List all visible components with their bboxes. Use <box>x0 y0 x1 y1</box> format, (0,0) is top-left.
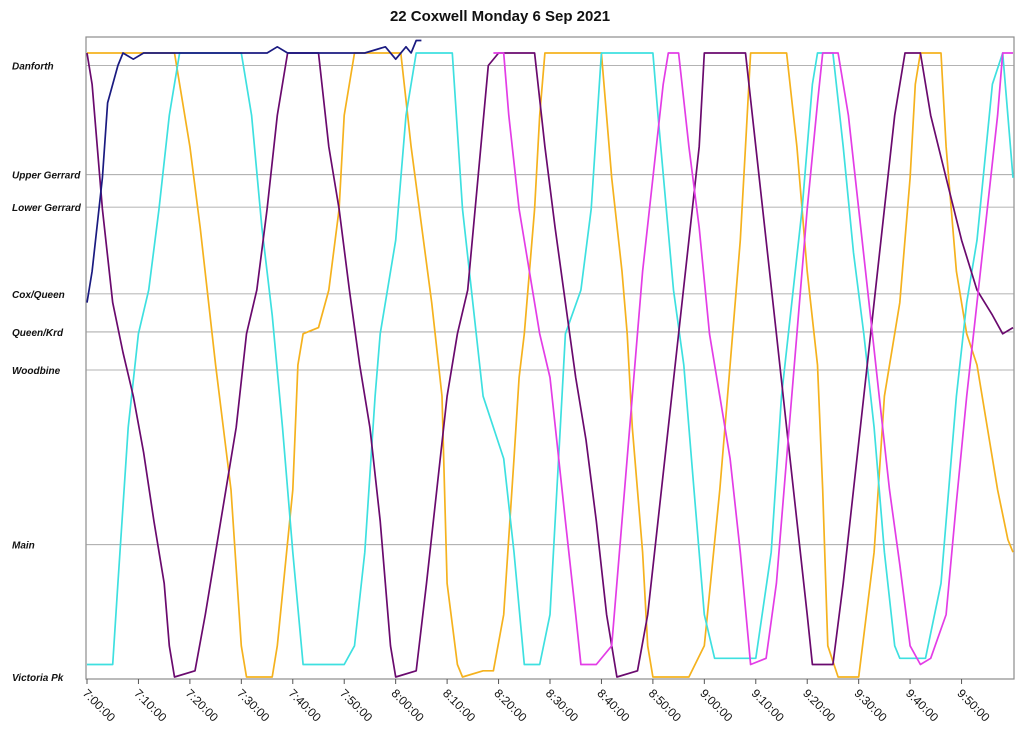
x-tick-label: 7:30:00 <box>234 686 272 724</box>
x-tick-label: 9:40:00 <box>903 686 941 724</box>
x-tick-label: 9:30:00 <box>852 686 890 724</box>
x-axis-labels: 7:00:00 7:10:00 7:20:00 7:30:00 7:40:00 7:50:… <box>80 686 993 724</box>
vehicle-trace-4 <box>493 52 1013 666</box>
x-tick-label: 7:10:00 <box>131 686 169 724</box>
x-tick-label: 7:20:00 <box>183 686 221 724</box>
stop-label: Cox/Queen <box>12 290 65 301</box>
stop-label: Queen/Krd <box>12 328 64 339</box>
x-tick-label: 7:40:00 <box>286 686 324 724</box>
x-tick-label: 8:30:00 <box>543 686 581 724</box>
x-tick-label: 9:10:00 <box>749 686 787 724</box>
stop-label: Lower Gerrard <box>12 203 82 214</box>
stop-gridlines <box>86 65 1014 546</box>
x-tick-label: 8:20:00 <box>491 686 529 724</box>
x-tick-label: 9:20:00 <box>800 686 838 724</box>
stop-label: Danforth <box>12 61 54 72</box>
stop-labels: Danforth Upper Gerrard Lower Gerrard Cox/Qu… <box>12 61 82 684</box>
vehicle-trace-1 <box>87 52 1014 678</box>
x-tick-label: 8:50:00 <box>646 686 684 724</box>
stop-label: Woodbine <box>12 366 61 377</box>
vehicle-trace-2 <box>87 52 1014 666</box>
stop-label: Upper Gerrard <box>12 171 81 182</box>
x-tick-label: 9:00:00 <box>697 686 735 724</box>
x-tick-label: 9:50:00 <box>954 686 992 724</box>
stop-label: Victoria Pk <box>12 673 64 684</box>
chart-title: 22 Coxwell Monday 6 Sep 2021 <box>390 8 610 25</box>
stop-label: Main <box>12 541 35 552</box>
vehicle-traces <box>86 39 1014 678</box>
x-tick-label: 8:10:00 <box>440 686 478 724</box>
x-tick-label: 8:00:00 <box>389 686 427 724</box>
x-tick-label: 7:00:00 <box>80 686 118 724</box>
x-axis-ticks <box>86 679 963 684</box>
x-tick-label: 7:50:00 <box>337 686 375 724</box>
vehicle-trace-5 <box>86 39 422 303</box>
x-tick-label: 8:40:00 <box>594 686 632 724</box>
vehicle-trace-3 <box>86 52 1014 678</box>
